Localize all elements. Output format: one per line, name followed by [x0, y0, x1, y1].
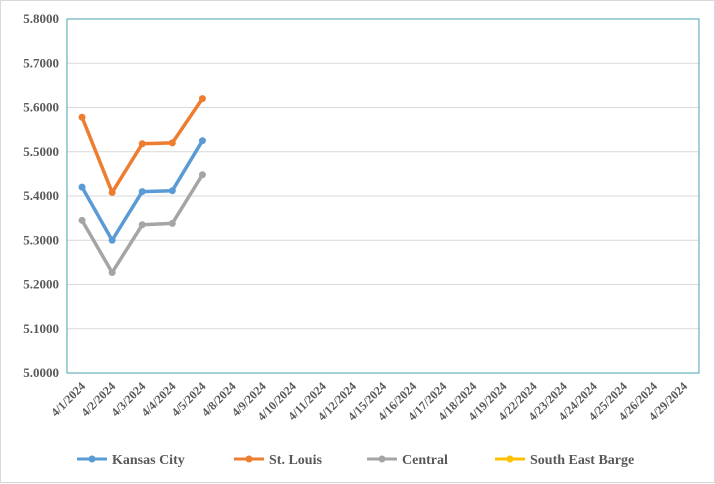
data-point: [168, 187, 176, 195]
legend-marker: [378, 455, 386, 463]
legend-item: South East Barge: [495, 453, 634, 468]
data-point: [138, 221, 146, 229]
grid-lines: [67, 18, 699, 374]
legend-label: St. Louis: [269, 453, 322, 468]
y-tick-label: 5.3000: [23, 232, 59, 247]
legend-item: Central: [367, 453, 448, 468]
data-point: [198, 95, 206, 103]
y-tick-label: 5.2000: [23, 277, 59, 292]
data-point: [108, 188, 116, 196]
legend: Kansas City St. Louis Central South East Ba…: [77, 453, 634, 468]
legend-item: Kansas City: [77, 453, 185, 468]
y-axis-ticks: 5.0000 5.1000 5.2000 5.3000 5.4000 5.5000 5.60…: [23, 11, 59, 380]
data-point: [78, 183, 86, 191]
legend-marker: [245, 455, 253, 463]
y-tick-label: 5.0000: [23, 365, 59, 380]
legend-label: Kansas City: [112, 453, 185, 468]
legend-marker: [506, 455, 514, 463]
y-tick-label: 5.1000: [23, 321, 59, 336]
plot-area-border: [66, 18, 700, 374]
data-point: [138, 140, 146, 148]
data-point: [108, 236, 116, 244]
data-point: [78, 216, 86, 224]
data-point: [108, 269, 116, 277]
series-st-louis: [78, 95, 206, 196]
legend-label: South East Barge: [530, 453, 634, 468]
data-point: [198, 171, 206, 179]
y-tick-label: 5.6000: [23, 100, 59, 115]
data-point: [138, 188, 146, 196]
y-tick-label: 5.7000: [23, 55, 59, 70]
data-point: [198, 137, 206, 145]
legend-label: Central: [402, 453, 448, 468]
series-kansas-city: [78, 137, 206, 244]
data-point: [168, 139, 176, 147]
x-axis-ticks: 4/1/20244/2/20244/3/20244/4/20244/5/2024…: [48, 379, 690, 423]
y-tick-label: 5.5000: [23, 144, 59, 159]
data-point: [168, 219, 176, 227]
legend-item: St. Louis: [234, 453, 322, 468]
series-lines: [78, 95, 206, 277]
series-central: [78, 171, 206, 277]
data-point: [78, 113, 86, 121]
legend-marker: [88, 455, 96, 463]
y-tick-label: 5.8000: [23, 11, 59, 26]
y-tick-label: 5.4000: [23, 188, 59, 203]
